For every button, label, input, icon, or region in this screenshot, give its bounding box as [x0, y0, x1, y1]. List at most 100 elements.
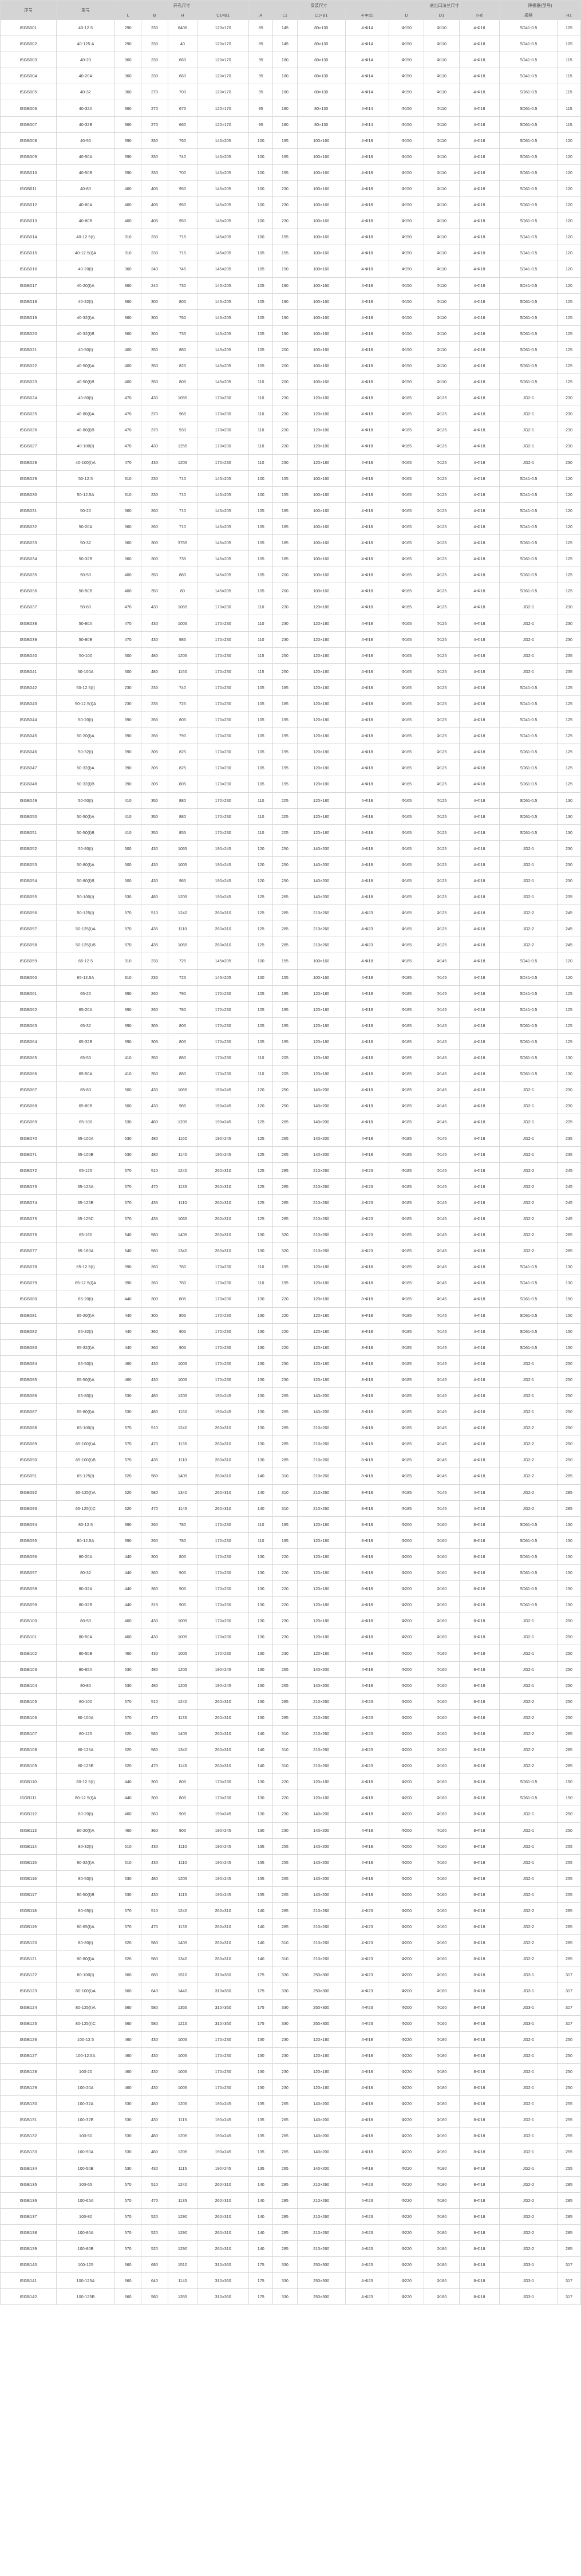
cell-L: 310 — [114, 229, 142, 246]
cell-D: Φ200 — [389, 1950, 425, 1968]
cell-H: 825 — [167, 760, 198, 777]
cell-H: 725 — [167, 953, 198, 970]
cell-A: 105 — [248, 245, 274, 262]
cell-L1: 195 — [272, 1258, 298, 1276]
cell-CB1: 170×230 — [197, 663, 250, 680]
cell-A: 100 — [248, 953, 274, 970]
cell-D: Φ220 — [389, 2224, 425, 2241]
cell-L: 570 — [114, 2192, 142, 2209]
cell-D: Φ165 — [389, 518, 425, 536]
cell-L: 460 — [114, 196, 142, 214]
cell-nd: 4-Φ18 — [459, 840, 500, 857]
cell-L: 460 — [114, 2047, 142, 2064]
cell-D: Φ165 — [389, 888, 425, 906]
cell-model: 80-80(I)A — [56, 1950, 116, 1968]
cell-L1: 285 — [272, 1709, 298, 1726]
cell-L1: 195 — [272, 1033, 298, 1051]
cell-id: ISGB039 — [0, 631, 57, 648]
cell-H: 780 — [167, 1275, 198, 1292]
cell-CB2: 250×300 — [297, 2272, 346, 2290]
cell-L: 570 — [114, 1918, 142, 1936]
cell-B: 580 — [141, 1934, 168, 1952]
cell-nd: 4-Φ18 — [459, 534, 500, 552]
cell-id: ISGB055 — [0, 888, 57, 906]
table-row: ISGB123 80-100(I)A 660 640 1440 310×360 175 330… — [0, 1983, 581, 2000]
cell-D1: Φ160 — [424, 1934, 460, 1952]
cell-H: 805 — [167, 1017, 198, 1034]
cell-H1: 250 — [557, 1403, 581, 1421]
cell-nd: 8-Φ18 — [459, 2176, 500, 2193]
cell-D: Φ185 — [389, 1323, 425, 1340]
cell-L1: 190 — [272, 293, 298, 310]
cell-spec: SD41-0.5 — [499, 953, 558, 970]
cell-A: 105 — [248, 679, 274, 696]
cell-A: 110 — [248, 1532, 274, 1549]
cell-H1: 150 — [557, 1790, 581, 1807]
cell-model: 65-125(I)A — [56, 1484, 116, 1501]
cell-L: 400 — [114, 373, 142, 391]
cell-CB2: 140×200 — [297, 1114, 346, 1131]
cell-A: 175 — [248, 2288, 274, 2306]
cell-model: 50-80A — [56, 615, 116, 632]
cell-CB1: 145×205 — [197, 164, 250, 181]
cell-nd: 4-Φ18 — [459, 937, 500, 954]
cell-L1: 145 — [272, 36, 298, 53]
cell-B: 300 — [141, 1548, 168, 1566]
cell-A: 100 — [248, 164, 274, 181]
cell-D1: Φ125 — [424, 824, 460, 841]
cell-A: 105 — [248, 357, 274, 375]
cell-model: 40-100(I)A — [56, 454, 116, 471]
cell-L: 390 — [114, 744, 142, 761]
cell-H: 805 — [167, 373, 198, 391]
cell-L1: 230 — [272, 1355, 298, 1372]
cell-H1: 130 — [557, 824, 581, 841]
cell-A: 140 — [248, 2240, 274, 2258]
cell-D1: Φ110 — [424, 164, 460, 181]
cell-id: ISGB106 — [0, 1709, 57, 1726]
cell-L: 390 — [114, 1001, 142, 1018]
cell-CB2: 210×260 — [297, 2240, 346, 2258]
cell-CB1: 260×310 — [197, 1950, 250, 1968]
cell-spec: SD41-0.5 — [499, 277, 558, 294]
cell-D1: Φ110 — [424, 261, 460, 278]
cell-L1: 195 — [272, 148, 298, 165]
cell-D: Φ165 — [389, 711, 425, 729]
cell-H: 790 — [167, 727, 198, 745]
cell-L: 500 — [114, 1081, 142, 1099]
cell-D: Φ150 — [389, 309, 425, 326]
cell-CB2: 80×130 — [297, 84, 346, 101]
cell-L: 360 — [114, 116, 142, 133]
cell-CB1: 170×230 — [197, 727, 250, 745]
table-row: ISGB031 50-20 360 260 710 145×205 105 185 100×16… — [0, 502, 581, 519]
cell-spec: SD61-0.5 — [499, 1323, 558, 1340]
cell-spec: JG2-1 — [499, 1645, 558, 1662]
cell-id: ISGB082 — [0, 1323, 57, 1340]
cell-A: 110 — [248, 454, 274, 471]
cell-L: 660 — [114, 2288, 142, 2306]
cell-A: 105 — [248, 502, 274, 519]
cell-model: 65-100A — [56, 1130, 116, 1147]
table-row: ISGB075 65-125C 570 435 1065 260×310 125 285 210… — [0, 1210, 581, 1228]
cell-L: 400 — [114, 567, 142, 584]
cell-D: Φ200 — [389, 1709, 425, 1726]
cell-d1: 4-Φ18 — [345, 792, 390, 809]
cell-H: 805 — [167, 1773, 198, 1791]
cell-CB1: 170×230 — [197, 1645, 250, 1662]
cell-spec: JG2-1 — [499, 2079, 558, 2097]
cell-id: ISGB041 — [0, 663, 57, 680]
cell-L: 390 — [114, 1017, 142, 1034]
cell-L1: 230 — [272, 1629, 298, 1646]
cell-L1: 230 — [272, 422, 298, 439]
cell-model: 50-80(I)A — [56, 856, 116, 873]
cell-A: 135 — [248, 2160, 274, 2177]
cell-D1: Φ160 — [424, 1516, 460, 1533]
cell-A: 135 — [248, 1854, 274, 1871]
cell-spec: SD61-0.5 — [499, 132, 558, 149]
cell-B: 510 — [141, 904, 168, 922]
cell-model: 80-20(I)A — [56, 1822, 116, 1839]
cell-CB2: 210×260 — [297, 1178, 346, 1195]
cell-d1: 4-Φ18 — [345, 2111, 390, 2129]
cell-CB2: 210×260 — [297, 2208, 346, 2225]
cell-L1: 220 — [272, 1291, 298, 1308]
cell-A: 130 — [248, 1355, 274, 1372]
